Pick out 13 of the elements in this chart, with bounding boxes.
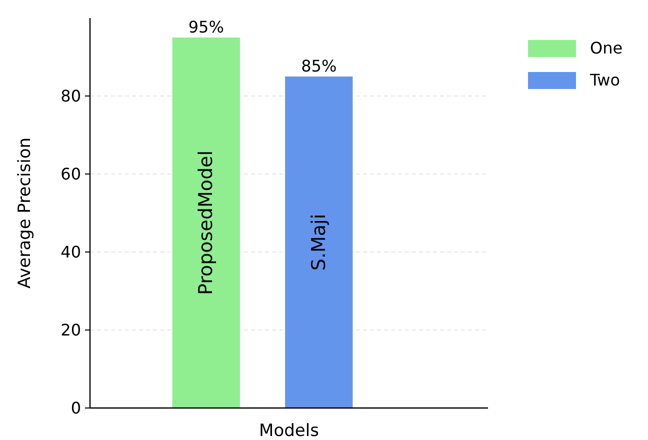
data-label: 85% (301, 56, 337, 76)
x-axis-title: Models (259, 421, 320, 440)
y-axis-title: Average Precision (15, 137, 35, 289)
y-tick-label: 60 (60, 164, 81, 184)
legend-label: One (590, 38, 623, 58)
y-tick-label: 20 (60, 320, 81, 340)
x-tick-label: ProposedModel (195, 150, 218, 296)
y-tick-label: 80 (60, 86, 81, 106)
y-tick-label: 0 (70, 398, 81, 418)
data-label: 95% (188, 18, 224, 36)
x-tick-label: S.Maji (308, 214, 330, 271)
y-tick-label: 40 (60, 242, 81, 262)
legend-label: Two (589, 70, 620, 90)
